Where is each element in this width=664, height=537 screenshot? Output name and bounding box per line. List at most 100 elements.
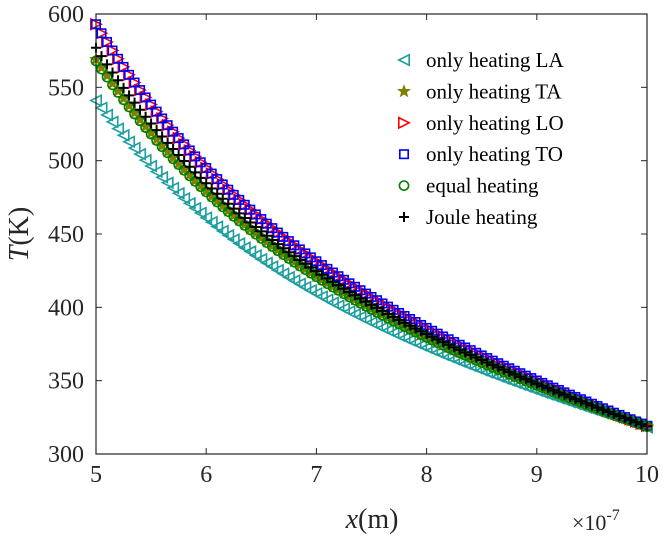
data-point bbox=[614, 411, 625, 422]
data-point bbox=[254, 252, 268, 266]
legend-marker bbox=[397, 53, 411, 67]
data-point bbox=[105, 115, 119, 129]
x-tick-label: 8 bbox=[421, 462, 433, 488]
data-point bbox=[575, 396, 586, 407]
data-point bbox=[173, 133, 184, 144]
x-tick-label: 7 bbox=[310, 462, 322, 488]
series-only-heating-ta bbox=[88, 52, 655, 433]
data-point bbox=[283, 247, 294, 258]
data-point bbox=[259, 256, 273, 270]
data-point bbox=[564, 391, 575, 402]
data-point bbox=[206, 168, 217, 179]
data-point bbox=[289, 251, 300, 262]
data-point bbox=[237, 241, 251, 255]
data-point bbox=[515, 371, 526, 382]
data-point bbox=[184, 145, 195, 156]
legend-label: only heating TA bbox=[426, 79, 562, 103]
data-point bbox=[270, 263, 284, 277]
data-point bbox=[144, 159, 158, 173]
data-point bbox=[129, 77, 140, 88]
data-point bbox=[449, 342, 460, 353]
data-point bbox=[509, 369, 520, 380]
legend-label: only heating TO bbox=[426, 142, 563, 166]
data-point bbox=[210, 220, 224, 234]
data-point bbox=[190, 167, 201, 178]
data-point bbox=[100, 108, 114, 122]
data-point bbox=[520, 374, 531, 385]
data-point bbox=[212, 174, 223, 185]
y-tick-label: 350 bbox=[48, 369, 84, 395]
series-only-heating-to bbox=[91, 19, 652, 431]
data-point bbox=[199, 211, 213, 225]
data-point bbox=[476, 354, 487, 365]
data-point bbox=[581, 398, 592, 409]
x-axis-label: x(m) bbox=[345, 504, 399, 535]
data-point bbox=[597, 404, 608, 415]
series-joule-heating bbox=[91, 42, 652, 432]
data-point bbox=[171, 186, 185, 200]
data-point bbox=[276, 267, 290, 281]
data-point bbox=[399, 317, 410, 328]
data-point bbox=[250, 222, 261, 233]
data-point bbox=[94, 101, 108, 115]
data-point bbox=[239, 212, 250, 223]
data-point bbox=[383, 308, 394, 319]
data-point bbox=[168, 126, 179, 137]
data-point bbox=[338, 283, 349, 294]
data-point bbox=[322, 273, 333, 284]
data-point bbox=[526, 376, 537, 387]
data-point bbox=[173, 150, 184, 161]
data-point bbox=[570, 394, 581, 405]
data-point bbox=[122, 135, 136, 149]
data-point bbox=[140, 111, 151, 122]
data-point bbox=[531, 378, 542, 389]
data-point bbox=[162, 120, 173, 131]
legend: only heating LA only heating TA only heati… bbox=[396, 48, 564, 229]
data-point bbox=[127, 141, 141, 155]
data-point bbox=[107, 67, 118, 78]
data-point bbox=[217, 179, 228, 190]
axis-ticks: 5 6 7 8 9 10 300 350 400 450 500 550 600 bbox=[48, 2, 659, 488]
data-point bbox=[278, 243, 289, 254]
series-only-heating-la bbox=[89, 94, 654, 434]
data-point bbox=[179, 155, 190, 166]
series-only-heating-lo bbox=[90, 17, 654, 433]
legend-item: Joule heating bbox=[399, 205, 538, 229]
data-point bbox=[625, 415, 636, 426]
legend-marker bbox=[398, 180, 410, 191]
data-point bbox=[223, 198, 234, 209]
data-point bbox=[188, 201, 202, 215]
data-point bbox=[113, 75, 124, 86]
data-point bbox=[294, 254, 305, 265]
data-point bbox=[118, 61, 129, 72]
data-point bbox=[316, 269, 327, 280]
data-point bbox=[124, 90, 135, 101]
legend-label: Joule heating bbox=[426, 205, 538, 229]
data-point bbox=[151, 125, 162, 136]
data-point bbox=[559, 389, 570, 400]
data-point bbox=[190, 151, 201, 162]
data-point bbox=[234, 208, 245, 219]
data-point bbox=[133, 147, 147, 161]
data-point bbox=[146, 99, 157, 110]
data-point bbox=[355, 293, 366, 304]
y-axis-label: T(K) bbox=[4, 207, 35, 261]
data-point bbox=[168, 144, 179, 155]
data-point bbox=[107, 45, 118, 56]
data-point bbox=[102, 36, 113, 47]
y-tick-label: 400 bbox=[48, 295, 84, 321]
data-point bbox=[245, 217, 256, 228]
data-point bbox=[372, 302, 383, 313]
y-tick-label: 500 bbox=[48, 149, 84, 175]
data-point bbox=[366, 299, 377, 310]
data-point bbox=[471, 352, 482, 363]
data-point bbox=[111, 122, 125, 136]
data-point bbox=[166, 181, 180, 195]
data-point bbox=[113, 53, 124, 64]
data-point bbox=[149, 165, 163, 179]
data-point bbox=[177, 191, 191, 205]
data-point bbox=[465, 350, 476, 361]
data-point bbox=[96, 28, 107, 39]
data-point bbox=[162, 137, 173, 148]
